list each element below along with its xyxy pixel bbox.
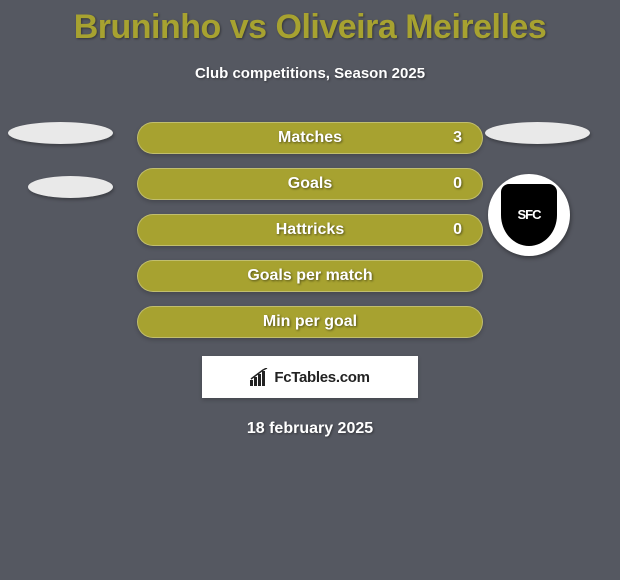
stat-bar-goals-per-match: Goals per match: [137, 260, 483, 292]
stat-label: Goals: [288, 175, 332, 193]
date-label: 18 february 2025: [0, 420, 620, 438]
left-player-placeholder: [8, 122, 113, 230]
placeholder-oval: [485, 122, 590, 144]
stat-value-right: 3: [453, 129, 462, 147]
santos-fc-badge: SFC: [488, 174, 570, 256]
right-player-placeholder: SFC: [485, 122, 590, 176]
badge-shield: SFC: [501, 184, 557, 246]
stat-bar-goals: Goals 0: [137, 168, 483, 200]
stat-bar-matches: Matches 3: [137, 122, 483, 154]
stat-bar-min-per-goal: Min per goal: [137, 306, 483, 338]
comparison-section: SFC Matches 3 Goals 0 Hattricks 0 Goals …: [0, 122, 620, 438]
page-title: Bruninho vs Oliveira Meirelles: [0, 0, 620, 47]
subtitle: Club competitions, Season 2025: [0, 65, 620, 82]
stat-label: Goals per match: [247, 267, 372, 285]
chart-icon: [250, 368, 270, 386]
stat-label: Min per goal: [263, 313, 357, 331]
brand-box: FcTables.com: [202, 356, 418, 398]
stat-rows: Matches 3 Goals 0 Hattricks 0 Goals per …: [137, 122, 483, 338]
placeholder-oval: [8, 122, 113, 144]
stat-label: Hattricks: [276, 221, 344, 239]
brand-label: FcTables.com: [274, 369, 369, 386]
badge-initials: SFC: [518, 209, 541, 221]
stat-value-right: 0: [453, 175, 462, 193]
stat-value-right: 0: [453, 221, 462, 239]
stat-label: Matches: [278, 129, 342, 147]
placeholder-oval: [28, 176, 113, 198]
stat-bar-hattricks: Hattricks 0: [137, 214, 483, 246]
